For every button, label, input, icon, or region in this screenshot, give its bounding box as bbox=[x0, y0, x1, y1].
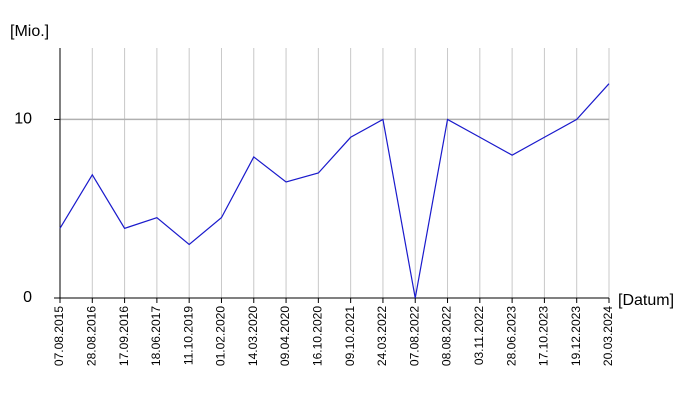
x-tick-label: 07.08.2015 bbox=[52, 306, 66, 366]
x-tick-label: 19.12.2023 bbox=[569, 306, 583, 366]
x-tick-label: 28.08.2016 bbox=[84, 306, 98, 366]
x-tick-label: 18.06.2017 bbox=[149, 306, 163, 366]
x-tick-label: 01.02.2020 bbox=[214, 306, 228, 366]
x-tick-label: 03.11.2022 bbox=[472, 306, 486, 365]
x-axis-label: [Datum] bbox=[618, 292, 674, 309]
x-tick-label: 17.10.2023 bbox=[537, 306, 551, 366]
x-tick-label: 14.03.2020 bbox=[246, 306, 260, 366]
x-tick-label: 07.08.2022 bbox=[407, 306, 421, 366]
x-tick-label: 16.10.2020 bbox=[311, 306, 325, 366]
x-tick-label: 20.03.2024 bbox=[601, 306, 615, 366]
y-axis-label: [Mio.] bbox=[10, 23, 49, 40]
x-tick-label: 24.03.2022 bbox=[375, 306, 389, 366]
y-tick-label: 10 bbox=[14, 111, 32, 128]
x-tick-label: 11.10.2019 bbox=[181, 306, 195, 365]
x-tick-label: 09.04.2020 bbox=[278, 306, 292, 366]
line-series bbox=[59, 83, 610, 299]
x-tick-label: 17.09.2016 bbox=[117, 306, 131, 366]
y-tick-label: 0 bbox=[23, 289, 32, 306]
x-tick-label: 09.10.2021 bbox=[343, 306, 357, 366]
x-tick-label: 08.08.2022 bbox=[440, 306, 454, 366]
x-tick-label: 28.06.2023 bbox=[504, 306, 518, 366]
